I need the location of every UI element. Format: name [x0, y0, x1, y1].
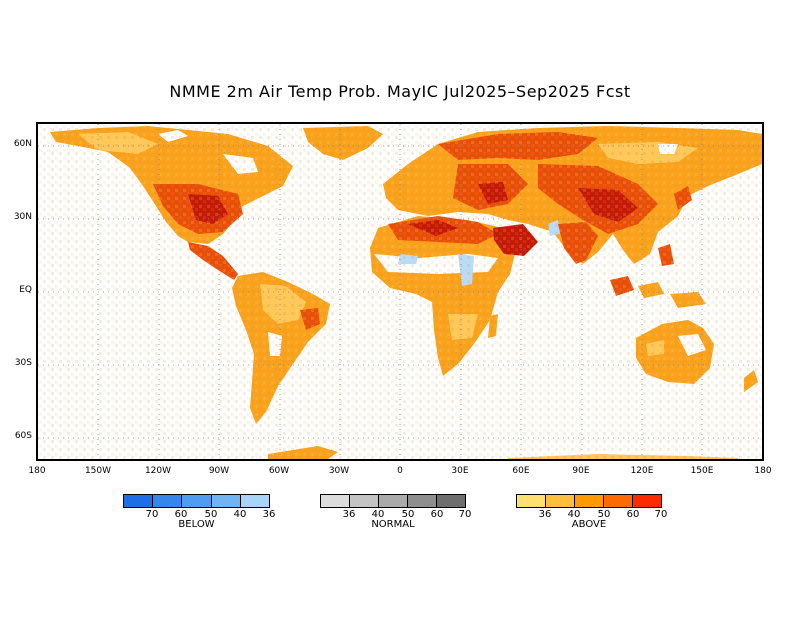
legend-normal-swatch	[437, 495, 465, 507]
legend-normal: 36 40 50 60 70 NORMAL	[320, 494, 472, 530]
legend-normal-label: NORMAL	[371, 519, 415, 530]
lon-label-90e: 90E	[572, 466, 590, 476]
legend-tick: 40	[371, 509, 385, 520]
legend-tick: 50	[401, 509, 415, 520]
lat-label-30s: 30S	[14, 358, 32, 368]
legend-tick: 50	[597, 509, 611, 520]
lon-label-150e: 150E	[690, 466, 714, 476]
legend-above-swatch	[517, 495, 546, 507]
lon-label-180e: 180	[754, 466, 772, 476]
map-title: NMME 2m Air Temp Prob. MayIC Jul2025–Sep…	[169, 82, 631, 101]
legend-below-swatch	[211, 495, 241, 507]
legend-above-label: ABOVE	[571, 519, 607, 530]
legend-normal-swatch	[379, 495, 408, 507]
legend-below-swatch	[124, 495, 154, 507]
lon-label-60e: 60E	[512, 466, 530, 476]
lat-label-eq: EQ	[19, 285, 32, 295]
legend-normal-bar	[320, 494, 466, 508]
legend-tick: 36	[538, 509, 552, 520]
legend-tick: 60	[430, 509, 444, 520]
legend-below-swatch	[182, 495, 212, 507]
legend-tick: 60	[174, 509, 188, 520]
legend-above-bar	[516, 494, 662, 508]
legend-tick: 36	[342, 509, 356, 520]
legend-tick: 50	[204, 509, 218, 520]
lon-label-150w: 150W	[84, 466, 112, 476]
legend-above-swatch	[604, 495, 633, 507]
lat-label-30n: 30N	[13, 212, 32, 222]
legend-tick: 70	[654, 509, 668, 520]
legend-normal-swatch	[321, 495, 350, 507]
legend-below-bar	[123, 494, 270, 508]
legend-above-swatch	[575, 495, 604, 507]
legend-below-swatch	[153, 495, 183, 507]
lon-label-180w: 180	[28, 466, 46, 476]
legend-tick: 36	[262, 509, 276, 520]
lon-label-0: 0	[397, 466, 403, 476]
legend-tick: 40	[233, 509, 247, 520]
lat-label-60s: 60S	[14, 431, 32, 441]
legend-tick: 40	[567, 509, 581, 520]
legend-above-ticks: 36 40 50 60 70	[516, 508, 668, 520]
legend-tick: 70	[145, 509, 159, 520]
legend-above: 36 40 50 60 70 ABOVE	[516, 494, 668, 530]
legend-below: 70 60 50 40 36 BELOW	[123, 494, 276, 530]
lon-label-30w: 30W	[328, 466, 350, 476]
legend-above-swatch	[546, 495, 575, 507]
lon-label-90w: 90W	[208, 466, 230, 476]
forecast-map	[36, 122, 764, 461]
legend-tick: 60	[626, 509, 640, 520]
lon-label-120e: 120E	[630, 466, 654, 476]
legend-below-label: BELOW	[178, 519, 215, 530]
forecast-map-svg	[38, 124, 762, 459]
lon-label-60w: 60W	[268, 466, 290, 476]
gridlines	[38, 124, 762, 459]
legend-below-ticks: 70 60 50 40 36	[123, 508, 276, 520]
legend-tick: 70	[458, 509, 472, 520]
lat-label-60n: 60N	[13, 139, 32, 149]
legend-below-swatch	[240, 495, 270, 507]
lon-label-120w: 120W	[144, 466, 172, 476]
lon-label-30e: 30E	[451, 466, 469, 476]
legend-above-swatch	[633, 495, 661, 507]
legend-normal-swatch	[350, 495, 379, 507]
legend-normal-ticks: 36 40 50 60 70	[320, 508, 472, 520]
legend-normal-swatch	[408, 495, 437, 507]
